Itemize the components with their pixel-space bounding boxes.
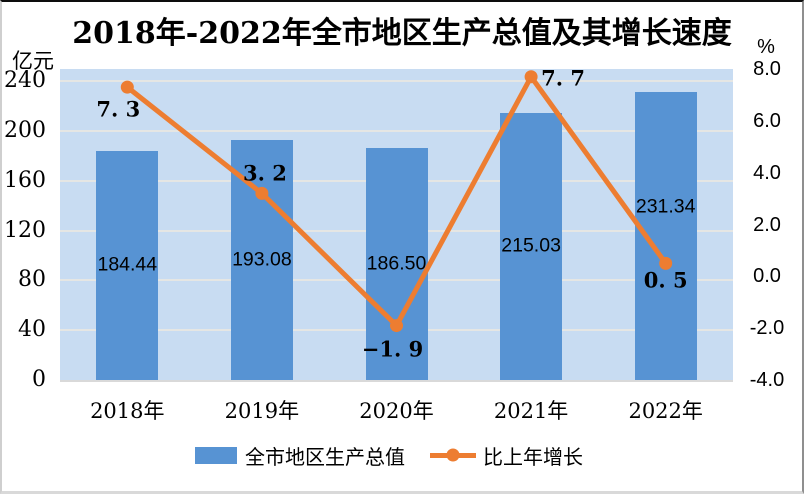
- bar-2021年: [500, 112, 563, 380]
- gridline: [60, 130, 733, 133]
- plot-area: 184.44 193.08 186.50 215.03 231.34 7. 3 3. 2 −1…: [60, 65, 733, 382]
- left-axis-unit: 亿元: [12, 49, 54, 73]
- y-tick-left: 120: [4, 217, 46, 243]
- x-label-2018年: 2018年: [90, 399, 165, 423]
- y-tick-left: 40: [18, 317, 46, 343]
- bar-value-label: 215.03: [501, 234, 561, 257]
- right-axis-unit: %: [757, 36, 775, 58]
- y-tick-right: 0.0: [753, 265, 781, 288]
- y-tick-right: 4.0: [753, 161, 781, 184]
- line-marker-icon: [390, 319, 403, 333]
- legend-bar-swatch: [195, 446, 237, 464]
- x-label-2022年: 2022年: [628, 399, 703, 423]
- y-tick-left: 240: [4, 68, 46, 94]
- legend: 全市地区生产总值 比上年增长: [195, 442, 583, 469]
- y-tick-right: -4.0: [749, 369, 785, 391]
- y-tick-right: 6.0: [753, 109, 781, 132]
- line-marker-icon: [120, 80, 134, 94]
- legend-line-label: 比上年增长: [483, 444, 583, 469]
- line-value-label: 7. 7: [541, 65, 586, 91]
- bar-2020年: [365, 147, 428, 380]
- x-label-2020年: 2020年: [359, 399, 434, 423]
- bar-value-label: 186.50: [366, 252, 427, 275]
- line-value-label: −1. 9: [361, 336, 424, 362]
- bar-2018年: [96, 150, 159, 380]
- line-value-label: 0. 5: [643, 267, 688, 293]
- x-label-2021年: 2021年: [493, 399, 569, 423]
- y-tick-right: 8.0: [753, 58, 781, 80]
- x-label-2019年: 2019年: [224, 399, 300, 423]
- y-tick-left: 80: [18, 267, 46, 293]
- growth-line: [120, 70, 673, 333]
- y-tick-right: 2.0: [753, 213, 781, 236]
- legend-line-marker-icon: [446, 448, 460, 462]
- line-value-label: 3. 2: [242, 160, 287, 186]
- legend-line-swatch: [430, 448, 476, 462]
- line-value-label: 7. 3: [96, 96, 141, 122]
- line-marker-icon: [524, 70, 538, 84]
- legend-bar-label: 全市地区生产总值: [245, 444, 405, 469]
- line-marker-icon: [659, 256, 673, 270]
- bar-value-label: 184.44: [97, 253, 158, 276]
- y-tick-left: 160: [4, 167, 46, 193]
- line-marker-icon: [255, 186, 269, 200]
- y-tick-left: 200: [4, 118, 46, 144]
- gridline: [60, 80, 733, 83]
- chart-title: 2018年-2022年全市地区生产总值及其增长速度: [72, 16, 732, 51]
- bar-value-label: 193.08: [232, 248, 292, 271]
- bar-value-label: 231.34: [635, 195, 696, 218]
- y-tick-left: 0: [32, 367, 46, 392]
- y-tick-right: -2.0: [749, 317, 785, 340]
